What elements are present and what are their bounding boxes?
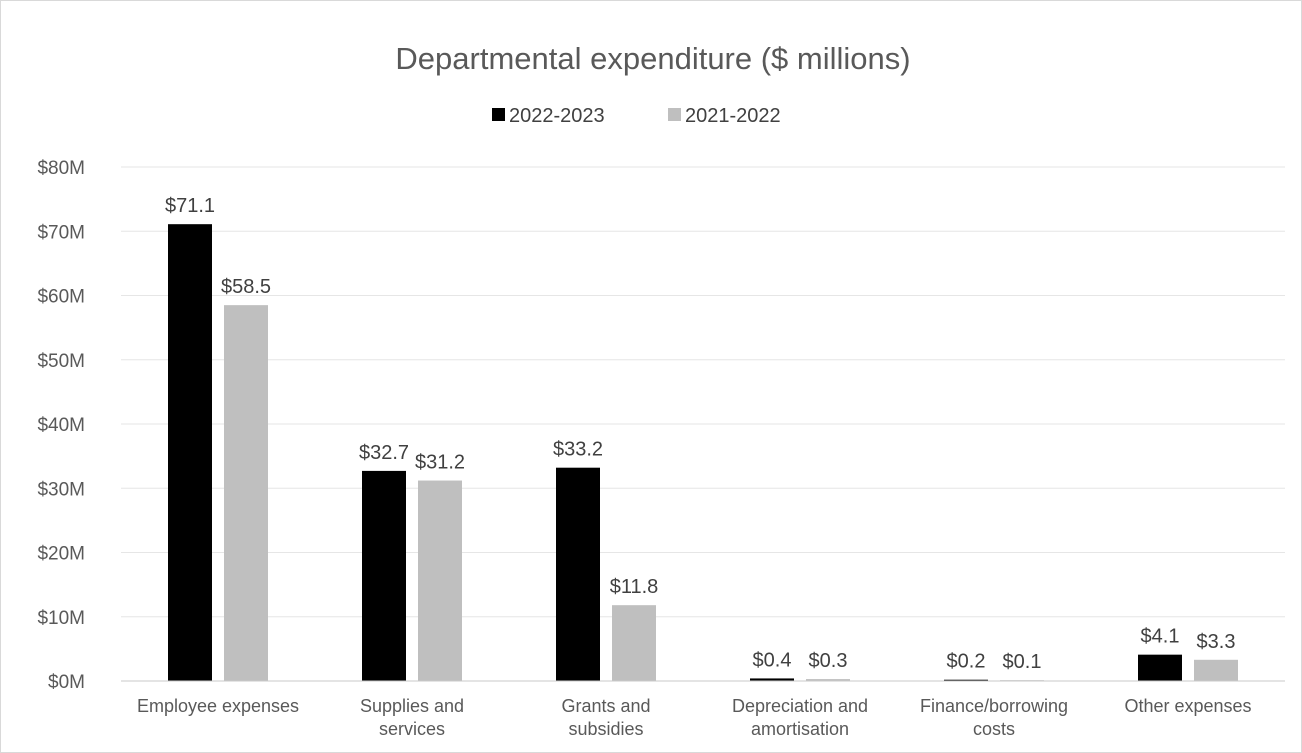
bars [168, 224, 1238, 681]
bar-depreciation-and-amortisation-2021-2022 [806, 679, 850, 681]
bar-finance-borrowing-costs-2022-2023 [944, 679, 988, 681]
legend-label-2021-2022: 2021-2022 [685, 105, 781, 127]
bar-other-expenses-2022-2023 [1138, 654, 1182, 681]
y-axis: $0M $10M $20M $30M $40M $50M $60M $70M $80M [37, 158, 85, 693]
legend-label-2022-2023: 2022-2023 [509, 105, 605, 127]
data-labels: $71.1 $58.5 $32.7 $31.2 $33.2 $11.8 $0.4 $0.3 $0… [165, 195, 1236, 673]
x-axis: Employee expenses Supplies and services Gra… [121, 680, 1285, 739]
data-label-supplies-and-services-2022-2023: $32.7 [359, 442, 409, 464]
x-tick-grants-and-subsidies: Grants and subsidies [561, 696, 650, 739]
bar-employee-expenses-2021-2022 [224, 305, 268, 681]
data-label-supplies-and-services-2021-2022: $31.2 [415, 452, 465, 474]
y-tick-70m: $70M [37, 222, 85, 243]
y-tick-10m: $10M [37, 608, 85, 629]
data-label-grants-and-subsidies-2021-2022: $11.8 [610, 576, 659, 598]
data-label-other-expenses-2021-2022: $3.3 [1197, 631, 1236, 653]
legend: 2022-2023 2021-2022 [492, 105, 781, 127]
y-tick-50m: $50M [37, 351, 85, 372]
y-tick-30m: $30M [37, 479, 85, 500]
x-tick-depreciation-and-amortisation: Depreciation and amortisation [732, 696, 868, 739]
data-label-employee-expenses-2022-2023: $71.1 [165, 195, 215, 217]
data-label-depreciation-and-amortisation-2022-2023: $0.4 [753, 649, 792, 671]
y-tick-80m: $80M [37, 158, 85, 179]
bar-employee-expenses-2022-2023 [168, 224, 212, 681]
bar-other-expenses-2021-2022 [1194, 659, 1238, 681]
bar-supplies-and-services-2021-2022 [418, 480, 462, 681]
data-label-grants-and-subsidies-2022-2023: $33.2 [553, 439, 603, 461]
legend-swatch-2021-2022 [668, 108, 681, 121]
y-tick-60m: $60M [37, 287, 85, 308]
bar-grants-and-subsidies-2021-2022 [612, 605, 656, 681]
y-tick-20m: $20M [37, 544, 85, 565]
x-tick-supplies-and-services: Supplies and services [360, 696, 464, 739]
data-label-finance-borrowing-costs-2022-2023: $0.2 [947, 651, 986, 673]
gridlines [121, 166, 1285, 618]
x-tick-finance-borrowing-costs: Finance/borrowing costs [920, 696, 1068, 739]
bar-grants-and-subsidies-2022-2023 [556, 467, 600, 681]
data-label-employee-expenses-2021-2022: $58.5 [221, 276, 271, 298]
bar-supplies-and-services-2022-2023 [362, 470, 406, 681]
y-tick-40m: $40M [37, 415, 85, 436]
data-label-finance-borrowing-costs-2021-2022: $0.1 [1003, 651, 1042, 673]
x-tick-other-expenses: Other expenses [1124, 696, 1251, 716]
chart-title: Departmental expenditure ($ millions) [395, 41, 910, 76]
y-tick-0m: $0M [48, 672, 85, 693]
bar-depreciation-and-amortisation-2022-2023 [750, 678, 794, 681]
data-label-other-expenses-2022-2023: $4.1 [1141, 626, 1180, 648]
legend-swatch-2022-2023 [492, 108, 505, 121]
data-label-depreciation-and-amortisation-2021-2022: $0.3 [809, 650, 848, 672]
x-tick-employee-expenses: Employee expenses [137, 696, 299, 716]
